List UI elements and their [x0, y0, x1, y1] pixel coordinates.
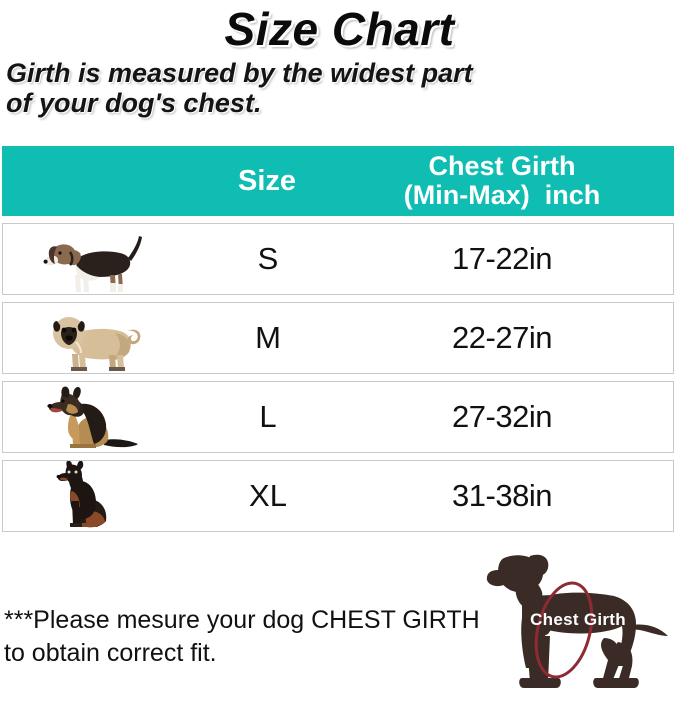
header-cell-size: Size	[237, 165, 297, 197]
cell-girth: 22-27in	[452, 320, 552, 355]
cell-girth: 17-22in	[452, 241, 552, 276]
cell-size: XL	[249, 478, 287, 513]
subtitle-line-2: of your dog's chest.	[6, 88, 262, 118]
header-girth-line-2: (Min-Max) inch	[403, 180, 601, 210]
cell-size: L	[259, 399, 277, 434]
cell-size: S	[257, 241, 279, 276]
dog-silhouette-icon	[486, 554, 668, 688]
pug-standing-icon	[3, 303, 193, 373]
footer-note-block: ***Please mesure your dog CHEST GIRTH to…	[4, 604, 504, 670]
german-shepherd-sitting-icon	[3, 382, 193, 452]
subtitle-line-1: Girth is measured by the widest part	[6, 58, 473, 88]
table-header-row: Size Chest Girth (Min-Max) inch	[2, 146, 674, 216]
chest-girth-diagram: Chest Girth	[486, 548, 676, 700]
table-row: XL 31-38in	[2, 460, 674, 532]
header-cell-girth: Chest Girth (Min-Max) inch	[342, 152, 674, 210]
table-row: M 22-27in	[2, 302, 674, 374]
measure-instruction-line-1: ***Please mesure your dog CHEST GIRTH	[4, 606, 480, 634]
page-subtitle: Girth is measured by the widest part of …	[6, 58, 679, 118]
beagle-standing-icon	[3, 224, 193, 294]
cell-girth: 31-38in	[452, 478, 552, 513]
table-row: L 27-32in	[2, 381, 674, 453]
measure-instruction: ***Please mesure your dog CHEST GIRTH to…	[4, 604, 504, 670]
measure-instruction-line-2: to obtain correct fit.	[4, 639, 217, 667]
header-girth-line-1: Chest Girth	[428, 151, 576, 181]
page-header: Size Chart	[0, 0, 679, 54]
page-title: Size Chart	[224, 3, 455, 55]
table-row: S 17-22in	[2, 223, 674, 295]
cell-size: M	[255, 320, 281, 355]
size-chart-table: Size Chest Girth (Min-Max) inch	[2, 146, 674, 532]
doberman-sitting-icon	[3, 461, 193, 531]
cell-girth: 27-32in	[452, 399, 552, 434]
